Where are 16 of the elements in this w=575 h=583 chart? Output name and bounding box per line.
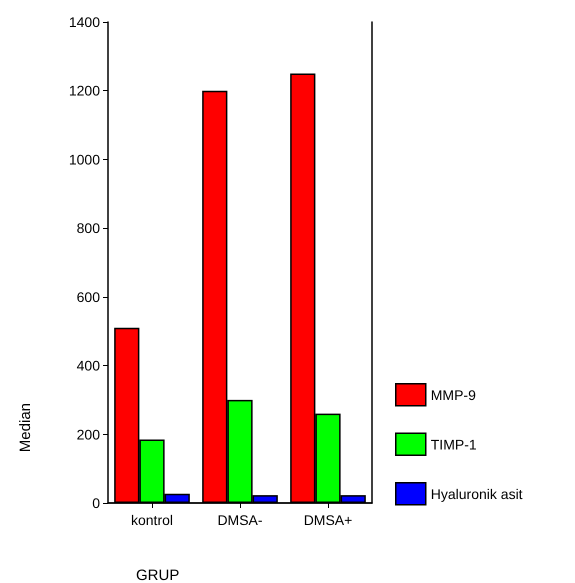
y-tick-label: 200 bbox=[76, 426, 100, 442]
legend-label: Hyaluronik asit bbox=[430, 486, 523, 502]
y-tick-label: 1000 bbox=[68, 151, 100, 168]
x-tick-label: kontrol bbox=[130, 512, 174, 528]
x-tick-label: DMSA- bbox=[217, 512, 263, 528]
legend-label: TIMP-1 bbox=[430, 436, 477, 452]
y-tick-label: 800 bbox=[76, 220, 100, 236]
y-tick-label: 1200 bbox=[68, 82, 100, 99]
legend-label: MMP-9 bbox=[430, 386, 476, 403]
x-tick-label: DMSA+ bbox=[304, 512, 352, 528]
y-tick-label: 600 bbox=[76, 288, 100, 305]
y-tick-label: 1400 bbox=[68, 14, 100, 30]
y-tick-label: 400 bbox=[76, 358, 100, 374]
y-axis-title: Median bbox=[17, 402, 34, 452]
y-tick-label: 0 bbox=[92, 495, 100, 511]
x-axis-title: GRUP bbox=[136, 567, 180, 583]
